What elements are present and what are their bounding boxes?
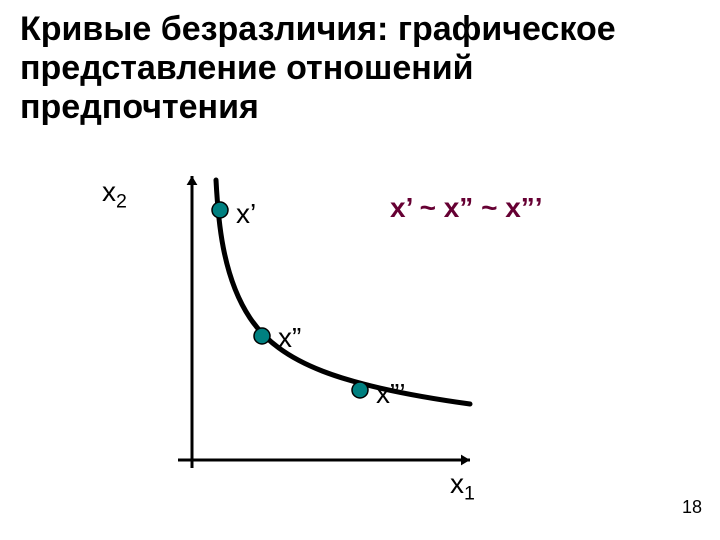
slide-title: Кривые безразличия: графическое представ… — [20, 10, 700, 127]
x-axis-label: x1 — [450, 468, 475, 506]
page-number: 18 — [682, 497, 702, 518]
y-axis-label: x2 — [102, 176, 127, 214]
relation-label: x’ ~ x” ~ x”’ — [390, 192, 543, 224]
slide: Кривые безразличия: графическое представ… — [0, 0, 720, 540]
point-label-x-double-prime: x” — [278, 322, 301, 354]
point-label-x-prime: x’ — [236, 198, 256, 230]
point-label-x-triple-prime: x”’ — [376, 378, 406, 410]
